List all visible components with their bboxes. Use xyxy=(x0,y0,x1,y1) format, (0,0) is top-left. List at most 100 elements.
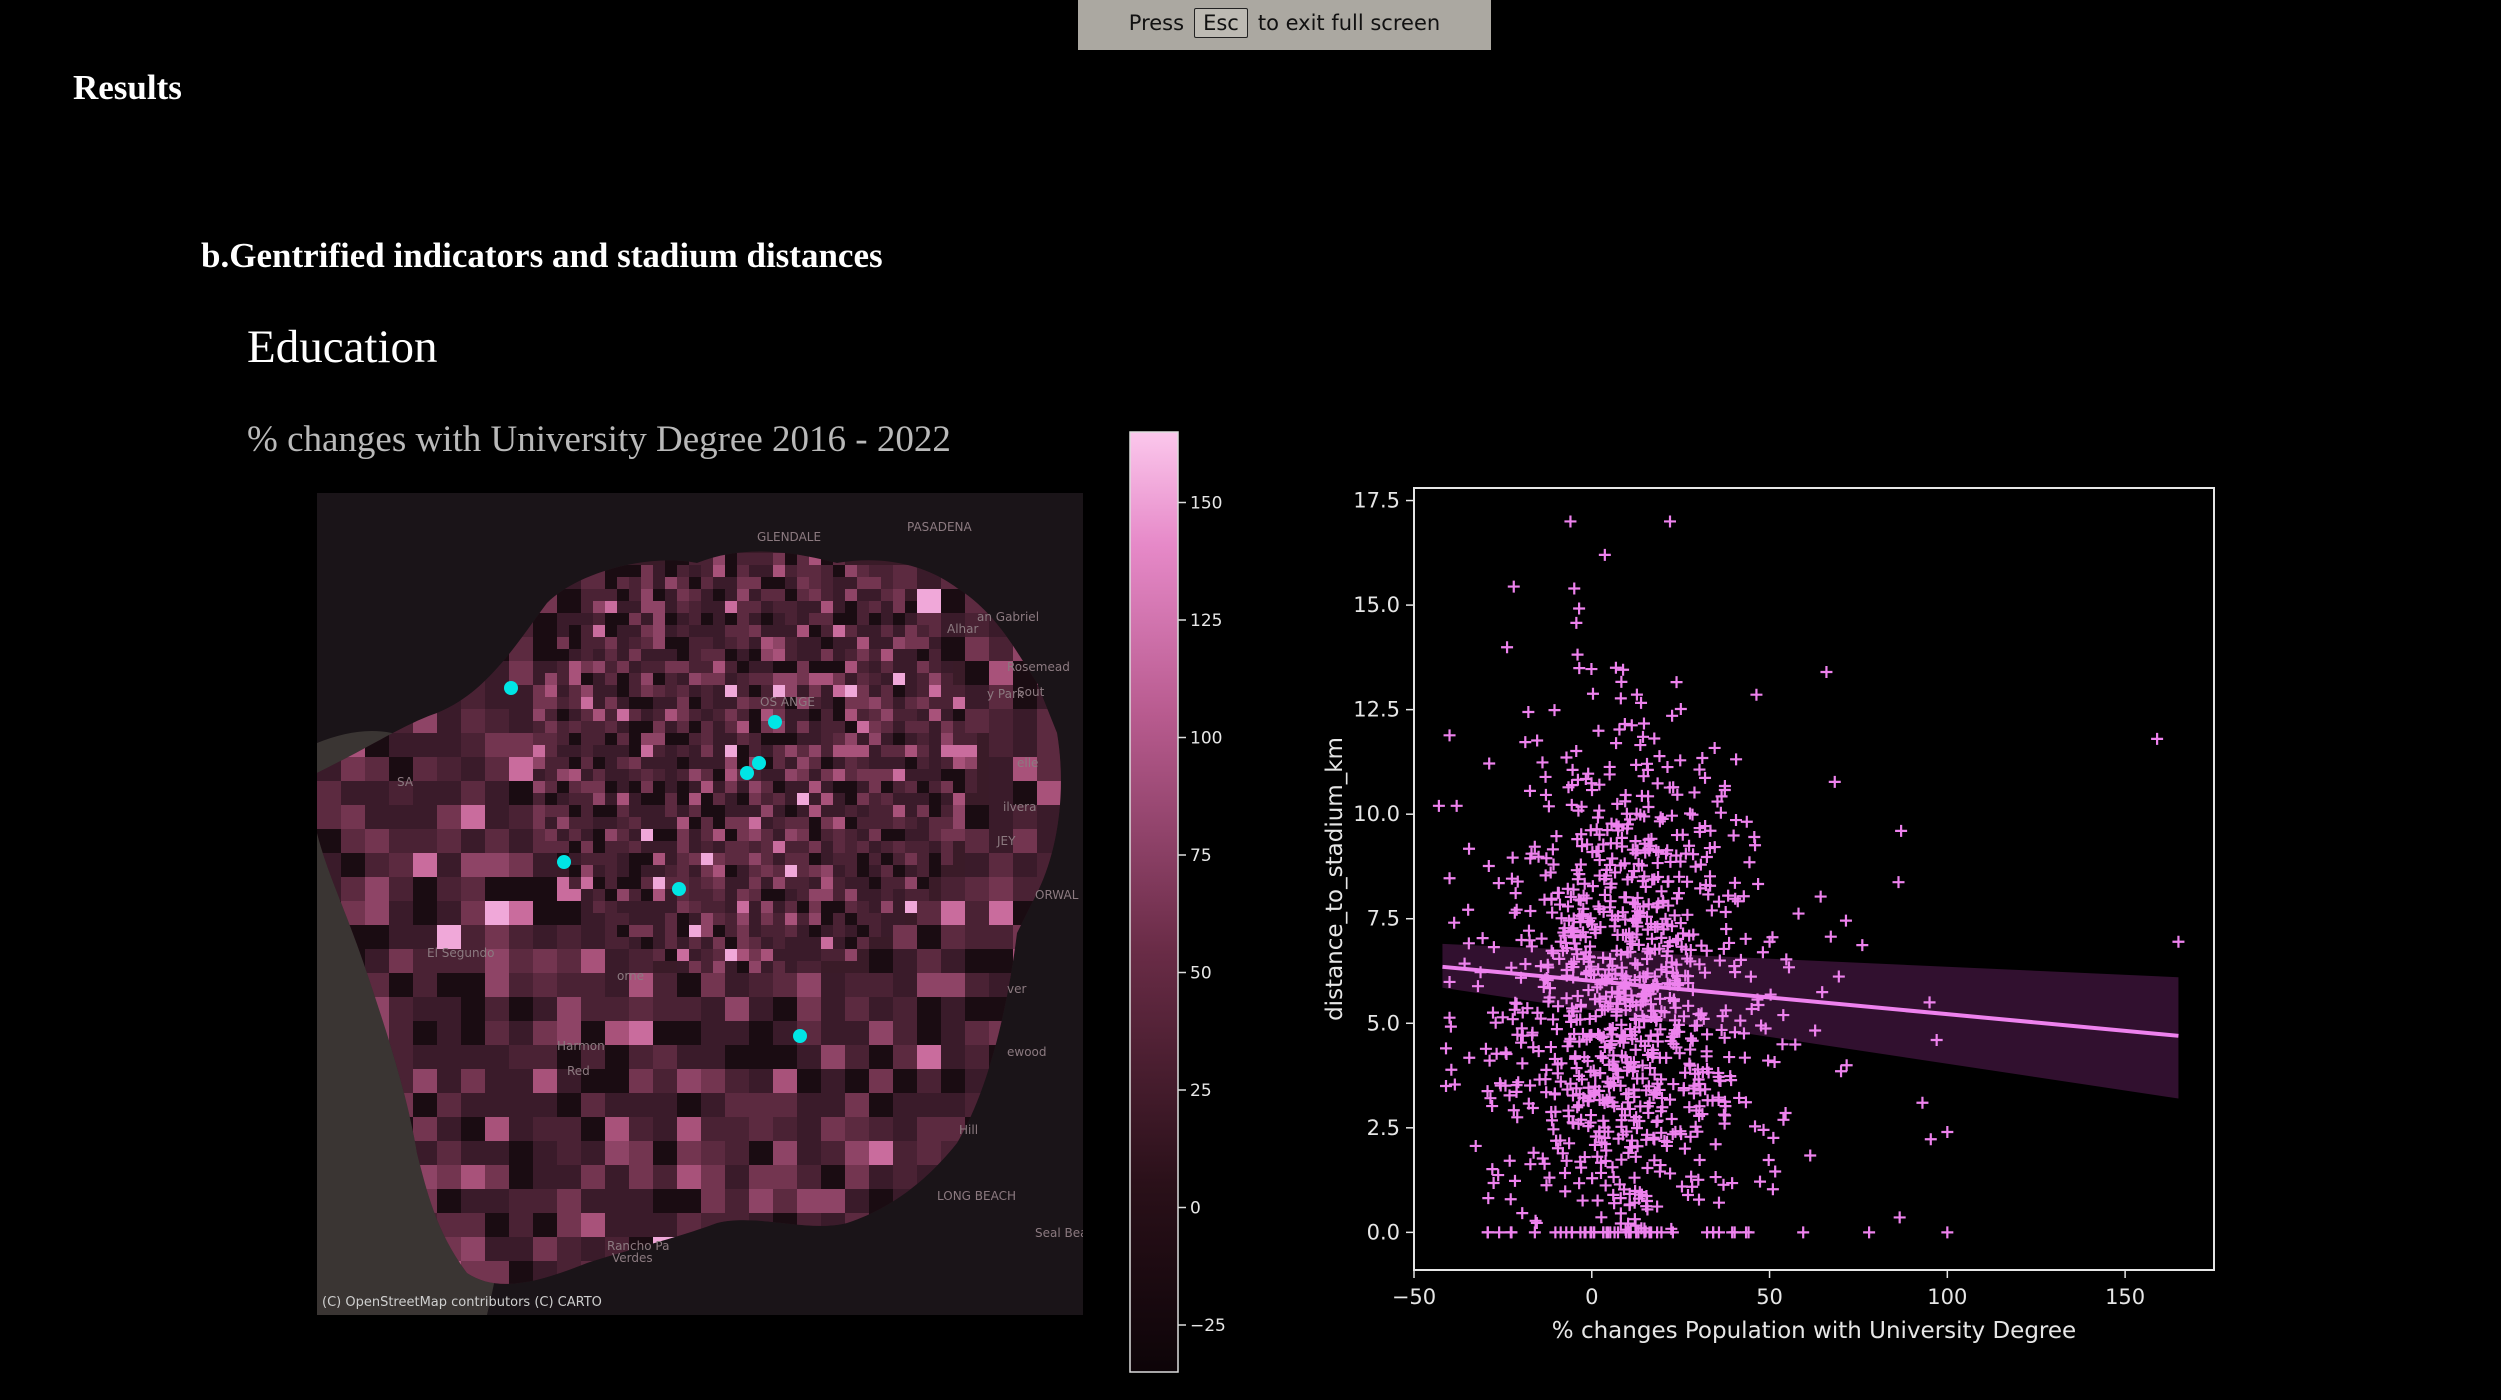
fullscreen-banner: Press Esc to exit full screen xyxy=(1078,0,1491,50)
scatter-point xyxy=(1626,995,1639,1008)
tract-cell xyxy=(629,601,641,613)
scatter-point xyxy=(1539,788,1552,801)
tract-cell xyxy=(629,913,641,925)
tract-cell xyxy=(581,733,593,745)
tract-cell xyxy=(581,697,593,709)
tract-cell xyxy=(797,1045,821,1069)
tract-cell xyxy=(701,697,713,709)
tract-cell xyxy=(989,685,1013,709)
tract-cell xyxy=(929,685,941,697)
tract-cell xyxy=(509,829,533,853)
scatter-point xyxy=(1636,1010,1649,1023)
tract-cell xyxy=(437,853,461,877)
scatter-point xyxy=(1582,1095,1595,1108)
tract-cell xyxy=(821,709,833,721)
tract-cell xyxy=(701,673,713,685)
tract-cell xyxy=(413,853,437,877)
tract-cell xyxy=(605,997,629,1021)
scatter-point xyxy=(1564,1077,1577,1090)
tract-cell xyxy=(725,577,737,589)
tract-cell xyxy=(917,661,929,673)
tract-cell xyxy=(821,781,833,793)
tract-cell xyxy=(1037,781,1061,805)
tract-cell xyxy=(953,829,965,841)
tract-cell xyxy=(413,781,437,805)
tract-cell xyxy=(785,649,797,661)
scatter-point xyxy=(1501,641,1514,654)
tract-cell xyxy=(881,589,893,601)
tract-cell xyxy=(533,721,545,733)
tract-cell xyxy=(581,841,593,853)
tract-cell xyxy=(845,1189,869,1213)
tract-cell xyxy=(461,1189,485,1213)
scatter-point xyxy=(1529,1214,1542,1227)
tract-cell xyxy=(761,781,773,793)
tract-cell xyxy=(737,937,749,949)
tract-cell xyxy=(857,901,869,913)
tract-cell xyxy=(533,925,557,949)
tract-cell xyxy=(389,877,413,901)
tract-cell xyxy=(737,913,749,925)
tract-cell xyxy=(869,913,881,925)
tract-cell xyxy=(437,781,461,805)
y-axis-label: distance_to_stadium_km xyxy=(1322,737,1348,1021)
scatter-point xyxy=(1516,1029,1529,1042)
tract-cell xyxy=(617,661,629,673)
tract-cell xyxy=(677,793,689,805)
scatter-point xyxy=(1673,1025,1686,1038)
tract-cell xyxy=(509,1069,533,1093)
tract-cell xyxy=(857,889,869,901)
tract-cell xyxy=(785,913,797,925)
tract-cell xyxy=(869,673,881,685)
tract-cell xyxy=(713,817,725,829)
tract-cell xyxy=(653,853,665,865)
scatter-point xyxy=(1591,981,1604,994)
scatter-point xyxy=(1700,944,1713,957)
tract-cell xyxy=(557,1165,581,1189)
tract-cell xyxy=(737,949,749,961)
tract-cell xyxy=(641,841,653,853)
tract-cell xyxy=(773,865,785,877)
tract-cell xyxy=(605,1189,629,1213)
tract-cell xyxy=(869,697,881,709)
tract-cell xyxy=(737,661,749,673)
tract-cell xyxy=(821,793,833,805)
tract-cell xyxy=(629,901,641,913)
tract-cell xyxy=(665,589,677,601)
scatter-point xyxy=(1528,840,1541,853)
map-place-label: ilvera xyxy=(1003,800,1036,814)
scatter-point xyxy=(1463,842,1476,855)
scatter-point xyxy=(1729,966,1742,979)
tract-cell xyxy=(533,1045,557,1069)
scatter-point xyxy=(1629,897,1642,910)
tract-cell xyxy=(941,709,953,721)
tract-cell xyxy=(797,841,809,853)
tract-cell xyxy=(761,949,773,961)
scatter-point xyxy=(1668,909,1681,922)
tract-cell xyxy=(917,781,929,793)
scatter-point xyxy=(1571,833,1584,846)
scatter-point xyxy=(1582,1120,1595,1133)
scatter-point xyxy=(1624,1023,1637,1036)
tract-cell xyxy=(557,841,569,853)
scatter-point xyxy=(1625,1029,1638,1042)
tract-cell xyxy=(593,769,605,781)
tract-cell xyxy=(629,949,653,973)
scatter-point xyxy=(1574,858,1587,871)
scatter-point xyxy=(1545,892,1558,905)
tract-cell xyxy=(965,661,989,685)
tract-cell xyxy=(773,1045,797,1069)
scatter-point xyxy=(1614,1079,1627,1092)
tract-cell xyxy=(941,841,953,853)
tract-cell xyxy=(725,1165,749,1189)
scatter-point xyxy=(1508,1174,1521,1187)
tract-cell xyxy=(833,757,845,769)
tract-cell xyxy=(773,817,785,829)
scatter-point xyxy=(1661,761,1674,774)
scatter-point xyxy=(1659,912,1672,925)
tract-cell xyxy=(965,637,989,661)
tract-cell xyxy=(581,973,605,997)
tract-cell xyxy=(509,733,533,757)
tract-cell xyxy=(617,769,629,781)
